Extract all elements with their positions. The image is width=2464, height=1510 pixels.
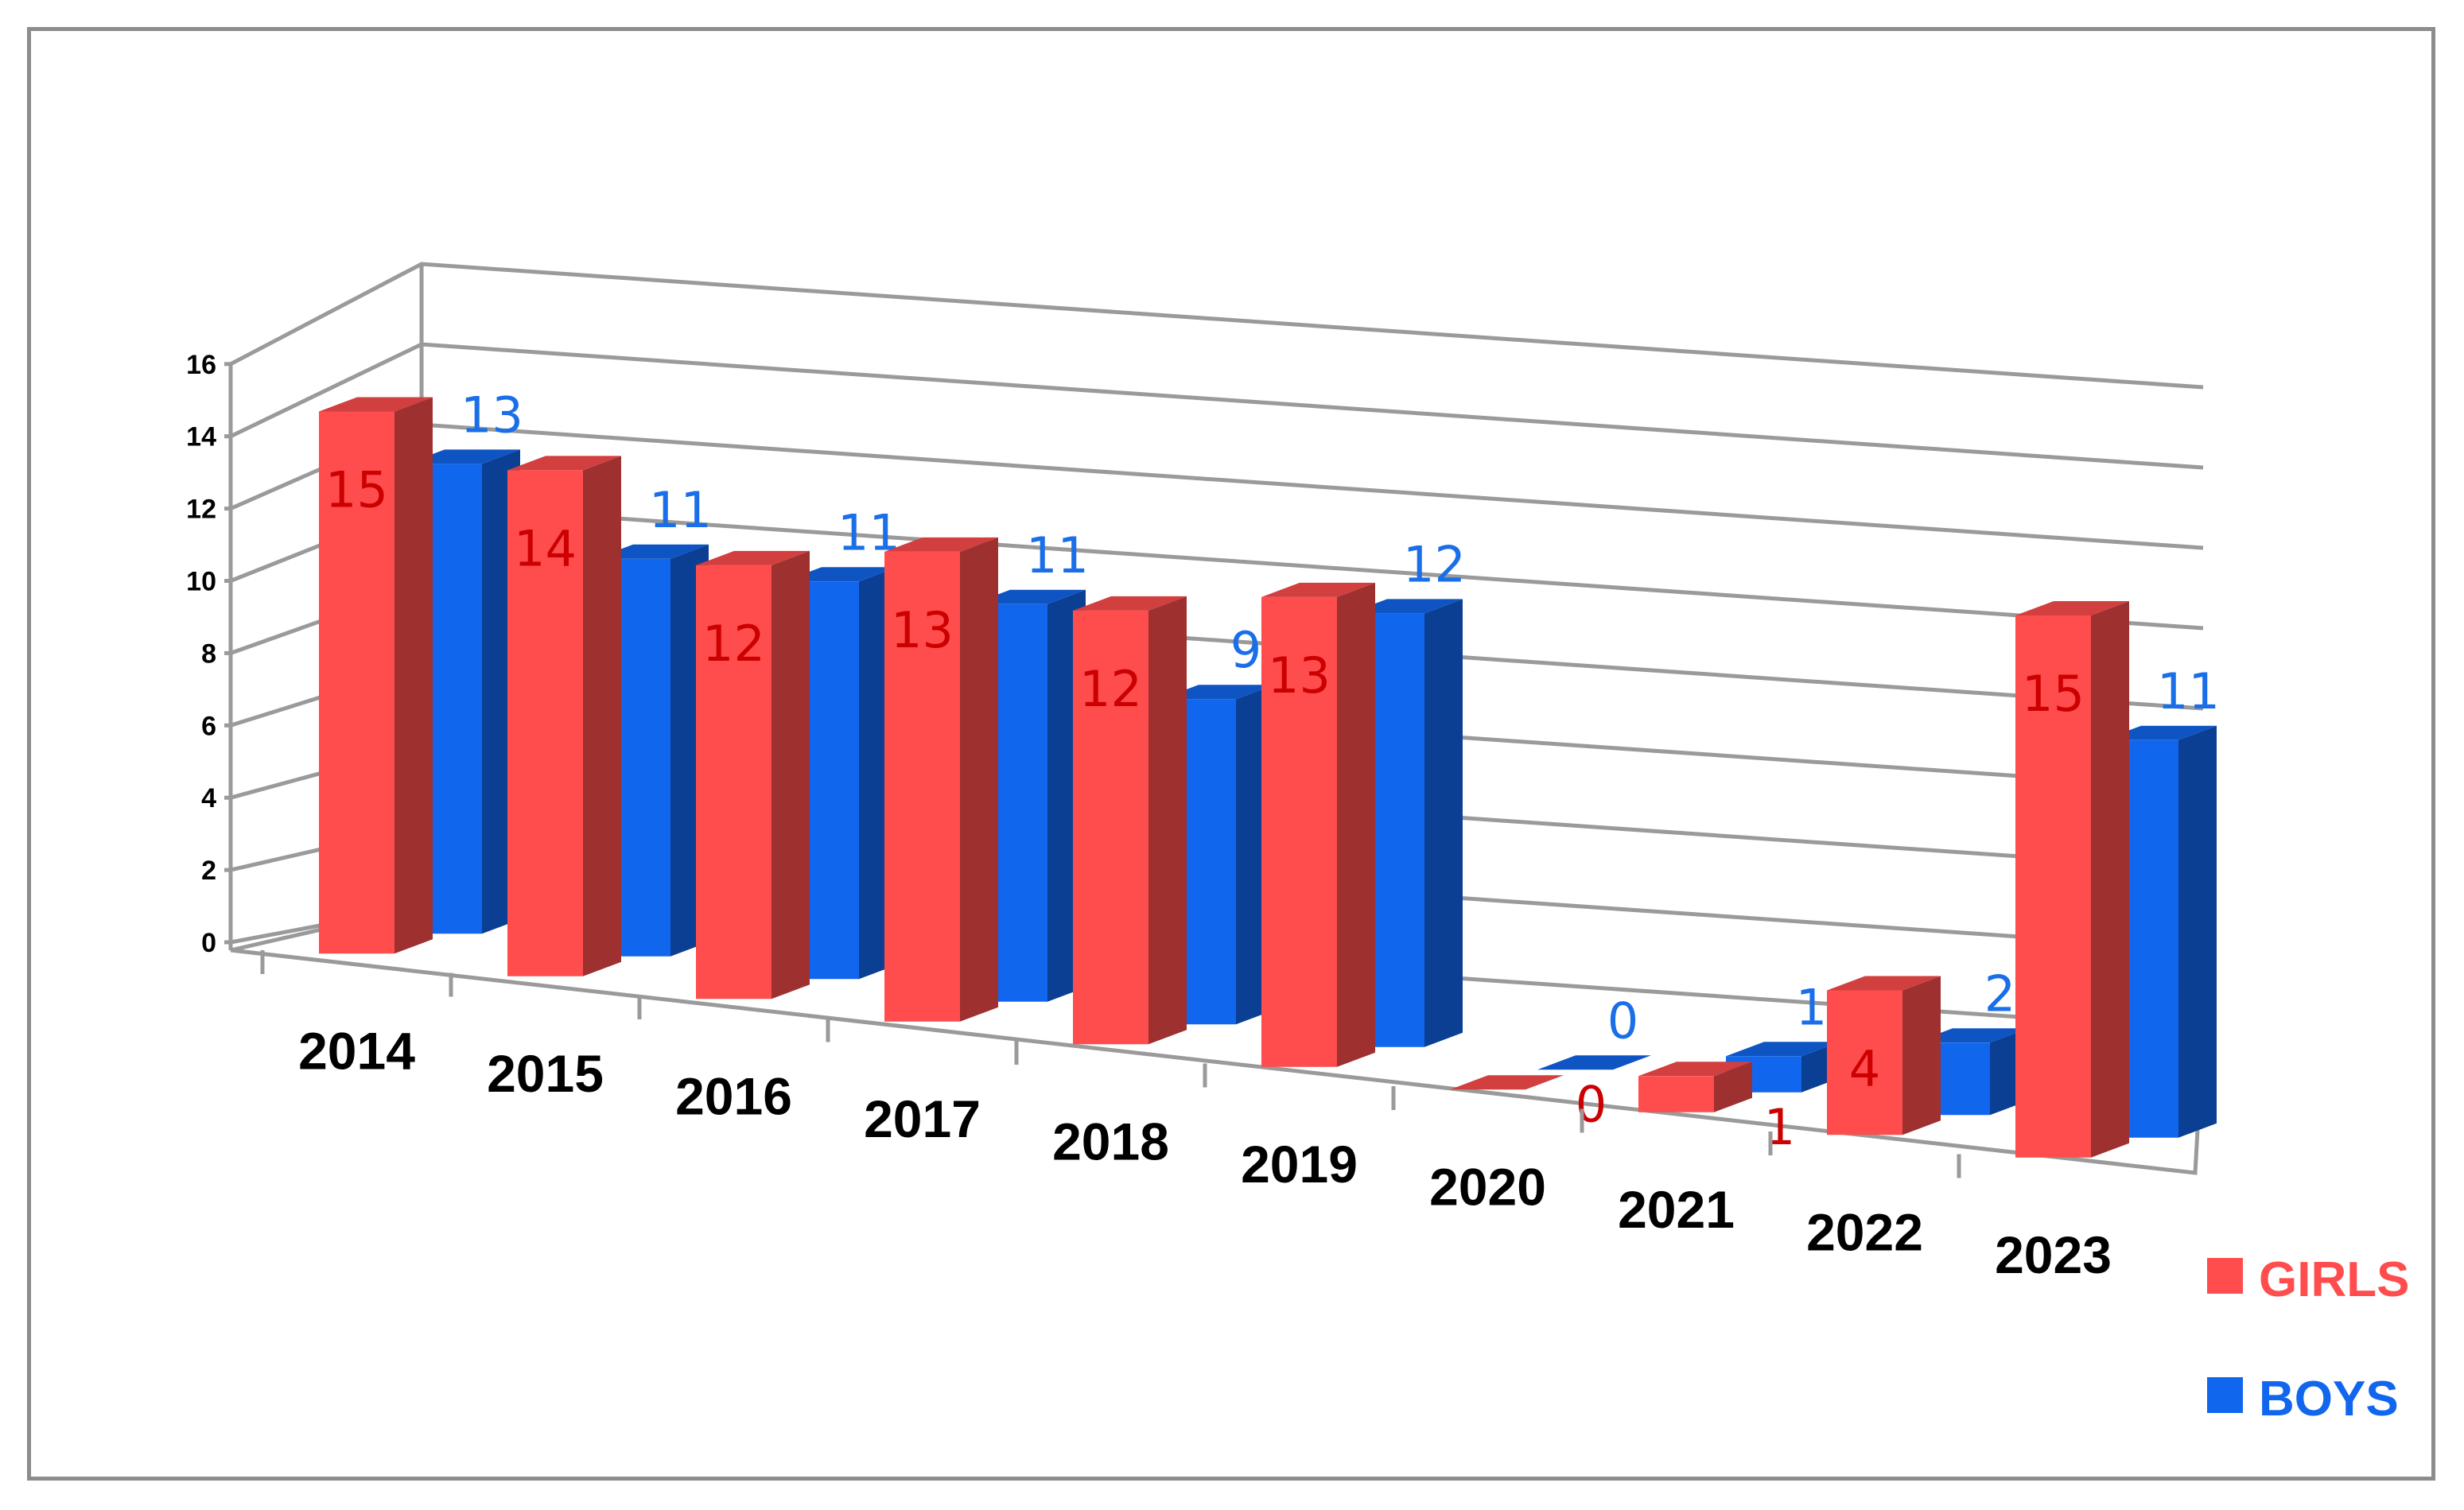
bar-boys-2023-side [2178, 725, 2217, 1138]
label-boys-2018: 9 [1230, 621, 1261, 679]
bar-girls-2023-top [2015, 601, 2129, 615]
bar-girls-2014-top [319, 397, 433, 412]
bar-girls-2018-side [1148, 596, 1187, 1045]
y-tick-label-1: 2 [201, 856, 216, 886]
bar-boys-2020-top [1537, 1055, 1651, 1070]
bar-girls-2023-side [2091, 601, 2129, 1158]
gridline-8 [229, 262, 2204, 390]
bar-girls-2014-side [394, 397, 433, 954]
x-tick-label-2017: 2017 [864, 1089, 981, 1148]
y-tick-label-2: 4 [201, 783, 216, 813]
x-tick-label-2022: 2022 [1806, 1202, 1923, 1261]
label-boys-2014: 13 [461, 386, 523, 444]
label-girls-2016: 12 [702, 615, 765, 673]
bar-girls-2019-top [1261, 582, 1375, 597]
y-tick-label-6: 12 [186, 495, 216, 525]
bar-girls-2021-side [1714, 1062, 1752, 1112]
label-boys-2021: 1 [1796, 978, 1827, 1036]
label-boys-2020: 0 [1607, 992, 1638, 1050]
bar-boys-2017-top [972, 589, 1086, 604]
label-girls-2022: 4 [1849, 1039, 1880, 1097]
y-tick-label-4: 8 [201, 639, 216, 669]
x-tick-label-2020: 2020 [1429, 1157, 1546, 1216]
label-boys-2022: 2 [1984, 965, 2015, 1023]
bar-boys-2023-top [2103, 725, 2217, 740]
x-tick-label-2021: 2021 [1618, 1180, 1735, 1239]
bar-boys-2022-top [1914, 1028, 2028, 1043]
label-girls-2018: 12 [1079, 660, 1142, 718]
bar-girls-2022-top [1827, 976, 1941, 991]
label-girls-2017: 13 [891, 601, 954, 659]
legend-swatch-boys [2207, 1377, 2243, 1413]
y-tick-label-5: 10 [186, 567, 216, 597]
gridline-7 [229, 342, 2204, 470]
bar-boys-2019-top [1349, 599, 1463, 614]
bar-girls-2019-side [1337, 582, 1375, 1067]
bar-boys-2015-top [595, 544, 709, 559]
legend-label-boys: BOYS [2259, 1372, 2399, 1427]
bar-boys-2021-top [1726, 1042, 1840, 1057]
legend-label-girls: GIRLS [2259, 1252, 2409, 1307]
bar-girls-2014-front [319, 411, 394, 954]
legend-swatch-girls [2207, 1258, 2243, 1294]
bar-girls-2018-front [1073, 610, 1148, 1045]
bar-boys-2018-top [1160, 685, 1274, 700]
label-boys-2019: 12 [1403, 535, 1466, 593]
bar-girls-2022-side [1902, 976, 1941, 1135]
bar-boys-2014-top [406, 449, 520, 464]
x-tick-label-2016: 2016 [675, 1066, 792, 1125]
label-girls-2015: 14 [514, 519, 577, 577]
bar-girls-2018-top [1073, 596, 1187, 611]
label-boys-2023: 11 [2157, 662, 2220, 720]
y-tick-label-7: 14 [186, 422, 216, 452]
bar-girls-2016-top [696, 550, 810, 565]
bar-girls-2019-front [1261, 596, 1337, 1067]
label-girls-2019: 13 [1268, 646, 1331, 705]
y-tick-label-8: 16 [186, 350, 216, 380]
x-tick-label-2014: 2014 [298, 1021, 415, 1080]
y-tick-label-0: 0 [201, 928, 216, 958]
label-girls-2014: 15 [325, 461, 388, 519]
bar-girls-2017-top [884, 537, 998, 552]
bar-girls-2016-front [696, 565, 771, 1000]
bar-boys-2016-top [783, 567, 897, 582]
bar-girls-2017-front [884, 551, 960, 1022]
bar-girls-2016-side [771, 550, 810, 1000]
bar-girls-2023-front [2015, 615, 2091, 1158]
bar-girls-2015-side [583, 456, 621, 976]
bar-girls-2021-top [1638, 1062, 1752, 1077]
y-tick-label-3: 6 [201, 711, 216, 741]
bar-girls-2021-front [1638, 1076, 1714, 1112]
bar-girls-2022-front [1827, 990, 1902, 1135]
x-tick-label-2018: 2018 [1052, 1112, 1169, 1170]
bar-girls-2015-top [507, 456, 621, 471]
x-tick-label-2023: 2023 [1995, 1225, 2112, 1284]
x-tick-label-2019: 2019 [1241, 1135, 1358, 1194]
label-girls-2023: 15 [2022, 665, 2085, 723]
bar-girls-2015-front [507, 470, 583, 976]
x-tick-label-2015: 2015 [487, 1044, 604, 1103]
label-boys-2015: 11 [649, 481, 712, 539]
bar-boys-2019-side [1424, 599, 1463, 1047]
bar-girls-2017-side [960, 537, 998, 1022]
bar-girls-2020-top [1450, 1075, 1564, 1090]
label-boys-2017: 11 [1026, 526, 1089, 584]
